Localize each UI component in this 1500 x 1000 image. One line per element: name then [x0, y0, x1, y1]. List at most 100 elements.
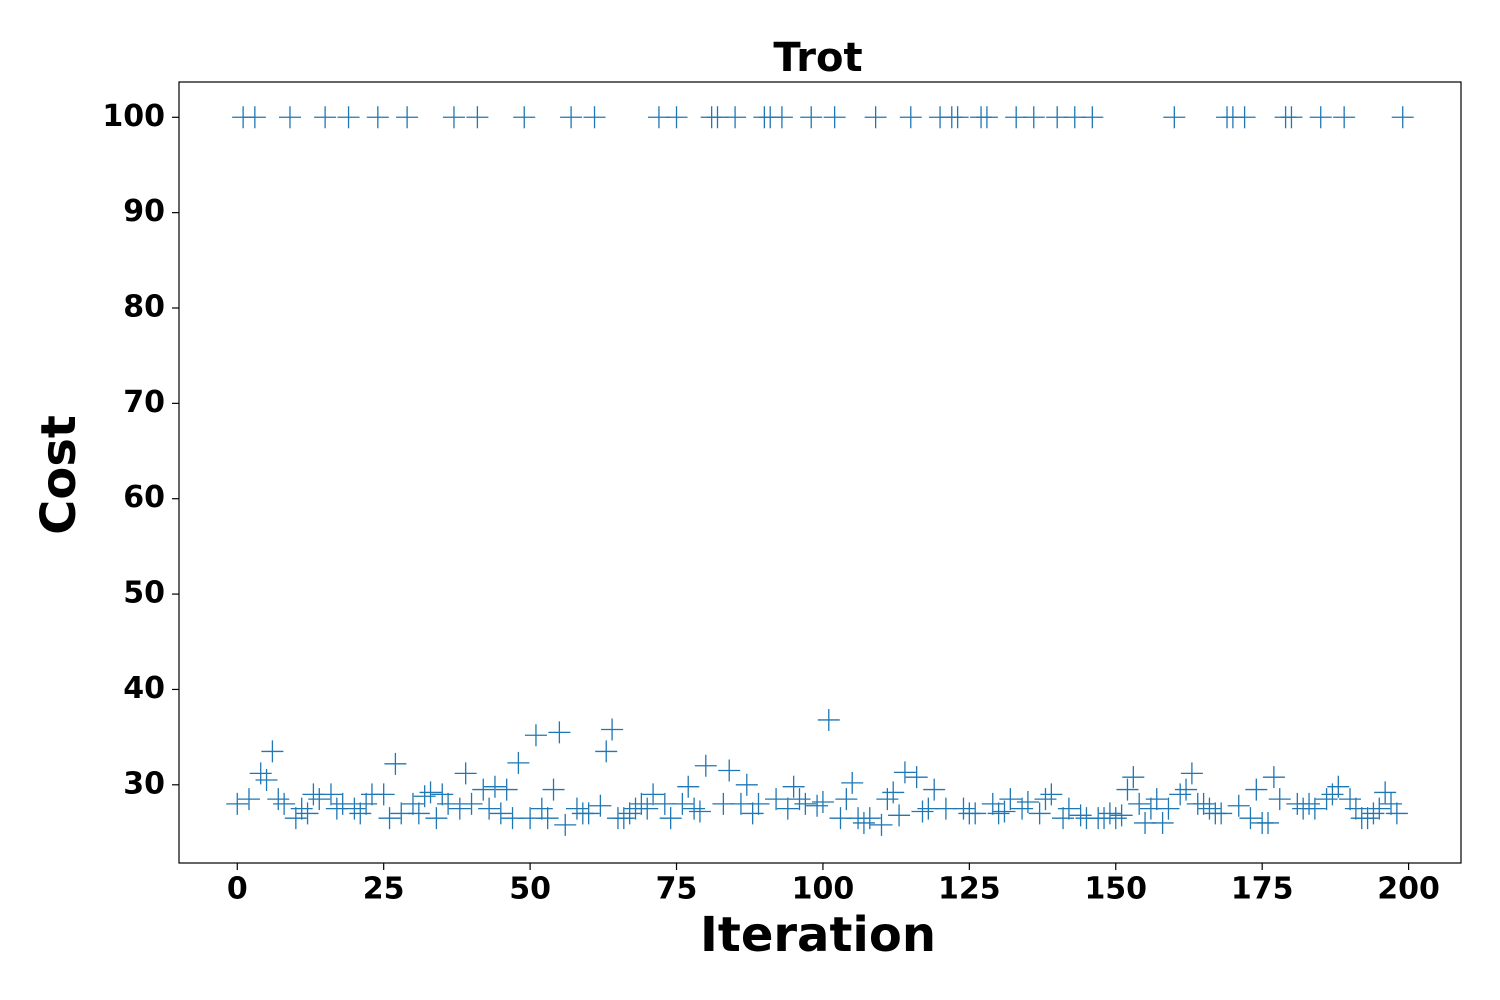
- marker: [1110, 804, 1133, 827]
- marker: [688, 800, 711, 823]
- marker: [1057, 797, 1080, 820]
- marker: [372, 783, 395, 806]
- x-tick-label: 50: [509, 872, 551, 907]
- marker: [1327, 775, 1350, 798]
- marker: [560, 106, 583, 129]
- marker: [1122, 766, 1145, 789]
- marker: [1081, 106, 1104, 129]
- marker: [243, 106, 266, 129]
- marker: [659, 807, 682, 830]
- marker: [946, 106, 969, 129]
- marker: [554, 813, 577, 836]
- marker: [548, 721, 571, 744]
- marker: [618, 802, 641, 825]
- marker: [314, 106, 337, 129]
- marker: [683, 797, 706, 820]
- chart-title: Trot: [773, 35, 862, 81]
- marker: [1128, 792, 1151, 815]
- marker: [1016, 790, 1039, 813]
- marker: [437, 792, 460, 815]
- marker: [530, 797, 553, 820]
- marker: [888, 804, 911, 827]
- marker: [595, 740, 618, 763]
- marker: [770, 106, 793, 129]
- marker: [407, 802, 430, 825]
- marker: [636, 797, 659, 820]
- marker: [1040, 783, 1063, 806]
- marker: [237, 788, 260, 811]
- marker: [1391, 106, 1414, 129]
- marker: [858, 807, 881, 830]
- marker: [923, 778, 946, 801]
- marker: [1151, 811, 1174, 834]
- x-tick-label: 175: [1231, 872, 1294, 907]
- marker: [876, 788, 899, 811]
- marker: [1257, 811, 1280, 834]
- y-tick-label: 30: [123, 766, 165, 801]
- marker: [665, 106, 688, 129]
- marker: [735, 773, 758, 796]
- marker: [489, 802, 512, 825]
- x-tick-label: 150: [1084, 872, 1147, 907]
- marker: [226, 792, 249, 815]
- marker: [630, 792, 653, 815]
- marker: [1175, 778, 1198, 801]
- marker: [841, 771, 864, 794]
- marker: [993, 800, 1016, 823]
- marker: [413, 785, 436, 808]
- marker: [870, 813, 893, 836]
- marker: [1339, 788, 1362, 811]
- marker: [794, 792, 817, 815]
- marker: [355, 792, 378, 815]
- y-tick-label: 90: [123, 194, 165, 229]
- marker: [882, 781, 905, 804]
- marker: [495, 778, 518, 801]
- marker: [278, 106, 301, 129]
- marker: [1380, 792, 1403, 815]
- marker: [1069, 804, 1092, 827]
- marker: [1052, 807, 1075, 830]
- marker: [671, 792, 694, 815]
- marker: [431, 783, 454, 806]
- marker: [893, 761, 916, 784]
- marker: [1022, 106, 1045, 129]
- marker: [565, 797, 588, 820]
- marker: [396, 106, 419, 129]
- marker: [987, 802, 1010, 825]
- marker: [999, 788, 1022, 811]
- marker: [1368, 797, 1391, 820]
- marker: [817, 708, 840, 731]
- marker: [1309, 106, 1332, 129]
- marker: [425, 807, 448, 830]
- marker: [284, 807, 307, 830]
- marker: [273, 792, 296, 815]
- marker: [483, 775, 506, 798]
- marker: [1298, 792, 1321, 815]
- marker: [542, 778, 565, 801]
- x-tick-label: 100: [792, 872, 855, 907]
- marker: [1362, 802, 1385, 825]
- marker: [1262, 766, 1285, 789]
- marker: [952, 797, 975, 820]
- y-tick-label: 50: [123, 576, 165, 611]
- marker: [337, 106, 360, 129]
- marker: [964, 802, 987, 825]
- y-tick-label: 40: [123, 671, 165, 706]
- marker: [823, 106, 846, 129]
- marker: [524, 724, 547, 747]
- marker: [1163, 106, 1186, 129]
- x-tick-label: 125: [938, 872, 1001, 907]
- marker: [747, 792, 770, 815]
- x-tick-label: 25: [363, 872, 405, 907]
- marker: [319, 783, 342, 806]
- marker: [296, 802, 319, 825]
- marker: [343, 797, 366, 820]
- marker: [1011, 797, 1034, 820]
- marker: [1268, 788, 1291, 811]
- marker: [513, 106, 536, 129]
- marker: [899, 106, 922, 129]
- marker: [589, 794, 612, 817]
- marker: [378, 807, 401, 830]
- marker: [1198, 797, 1221, 820]
- marker: [718, 759, 741, 782]
